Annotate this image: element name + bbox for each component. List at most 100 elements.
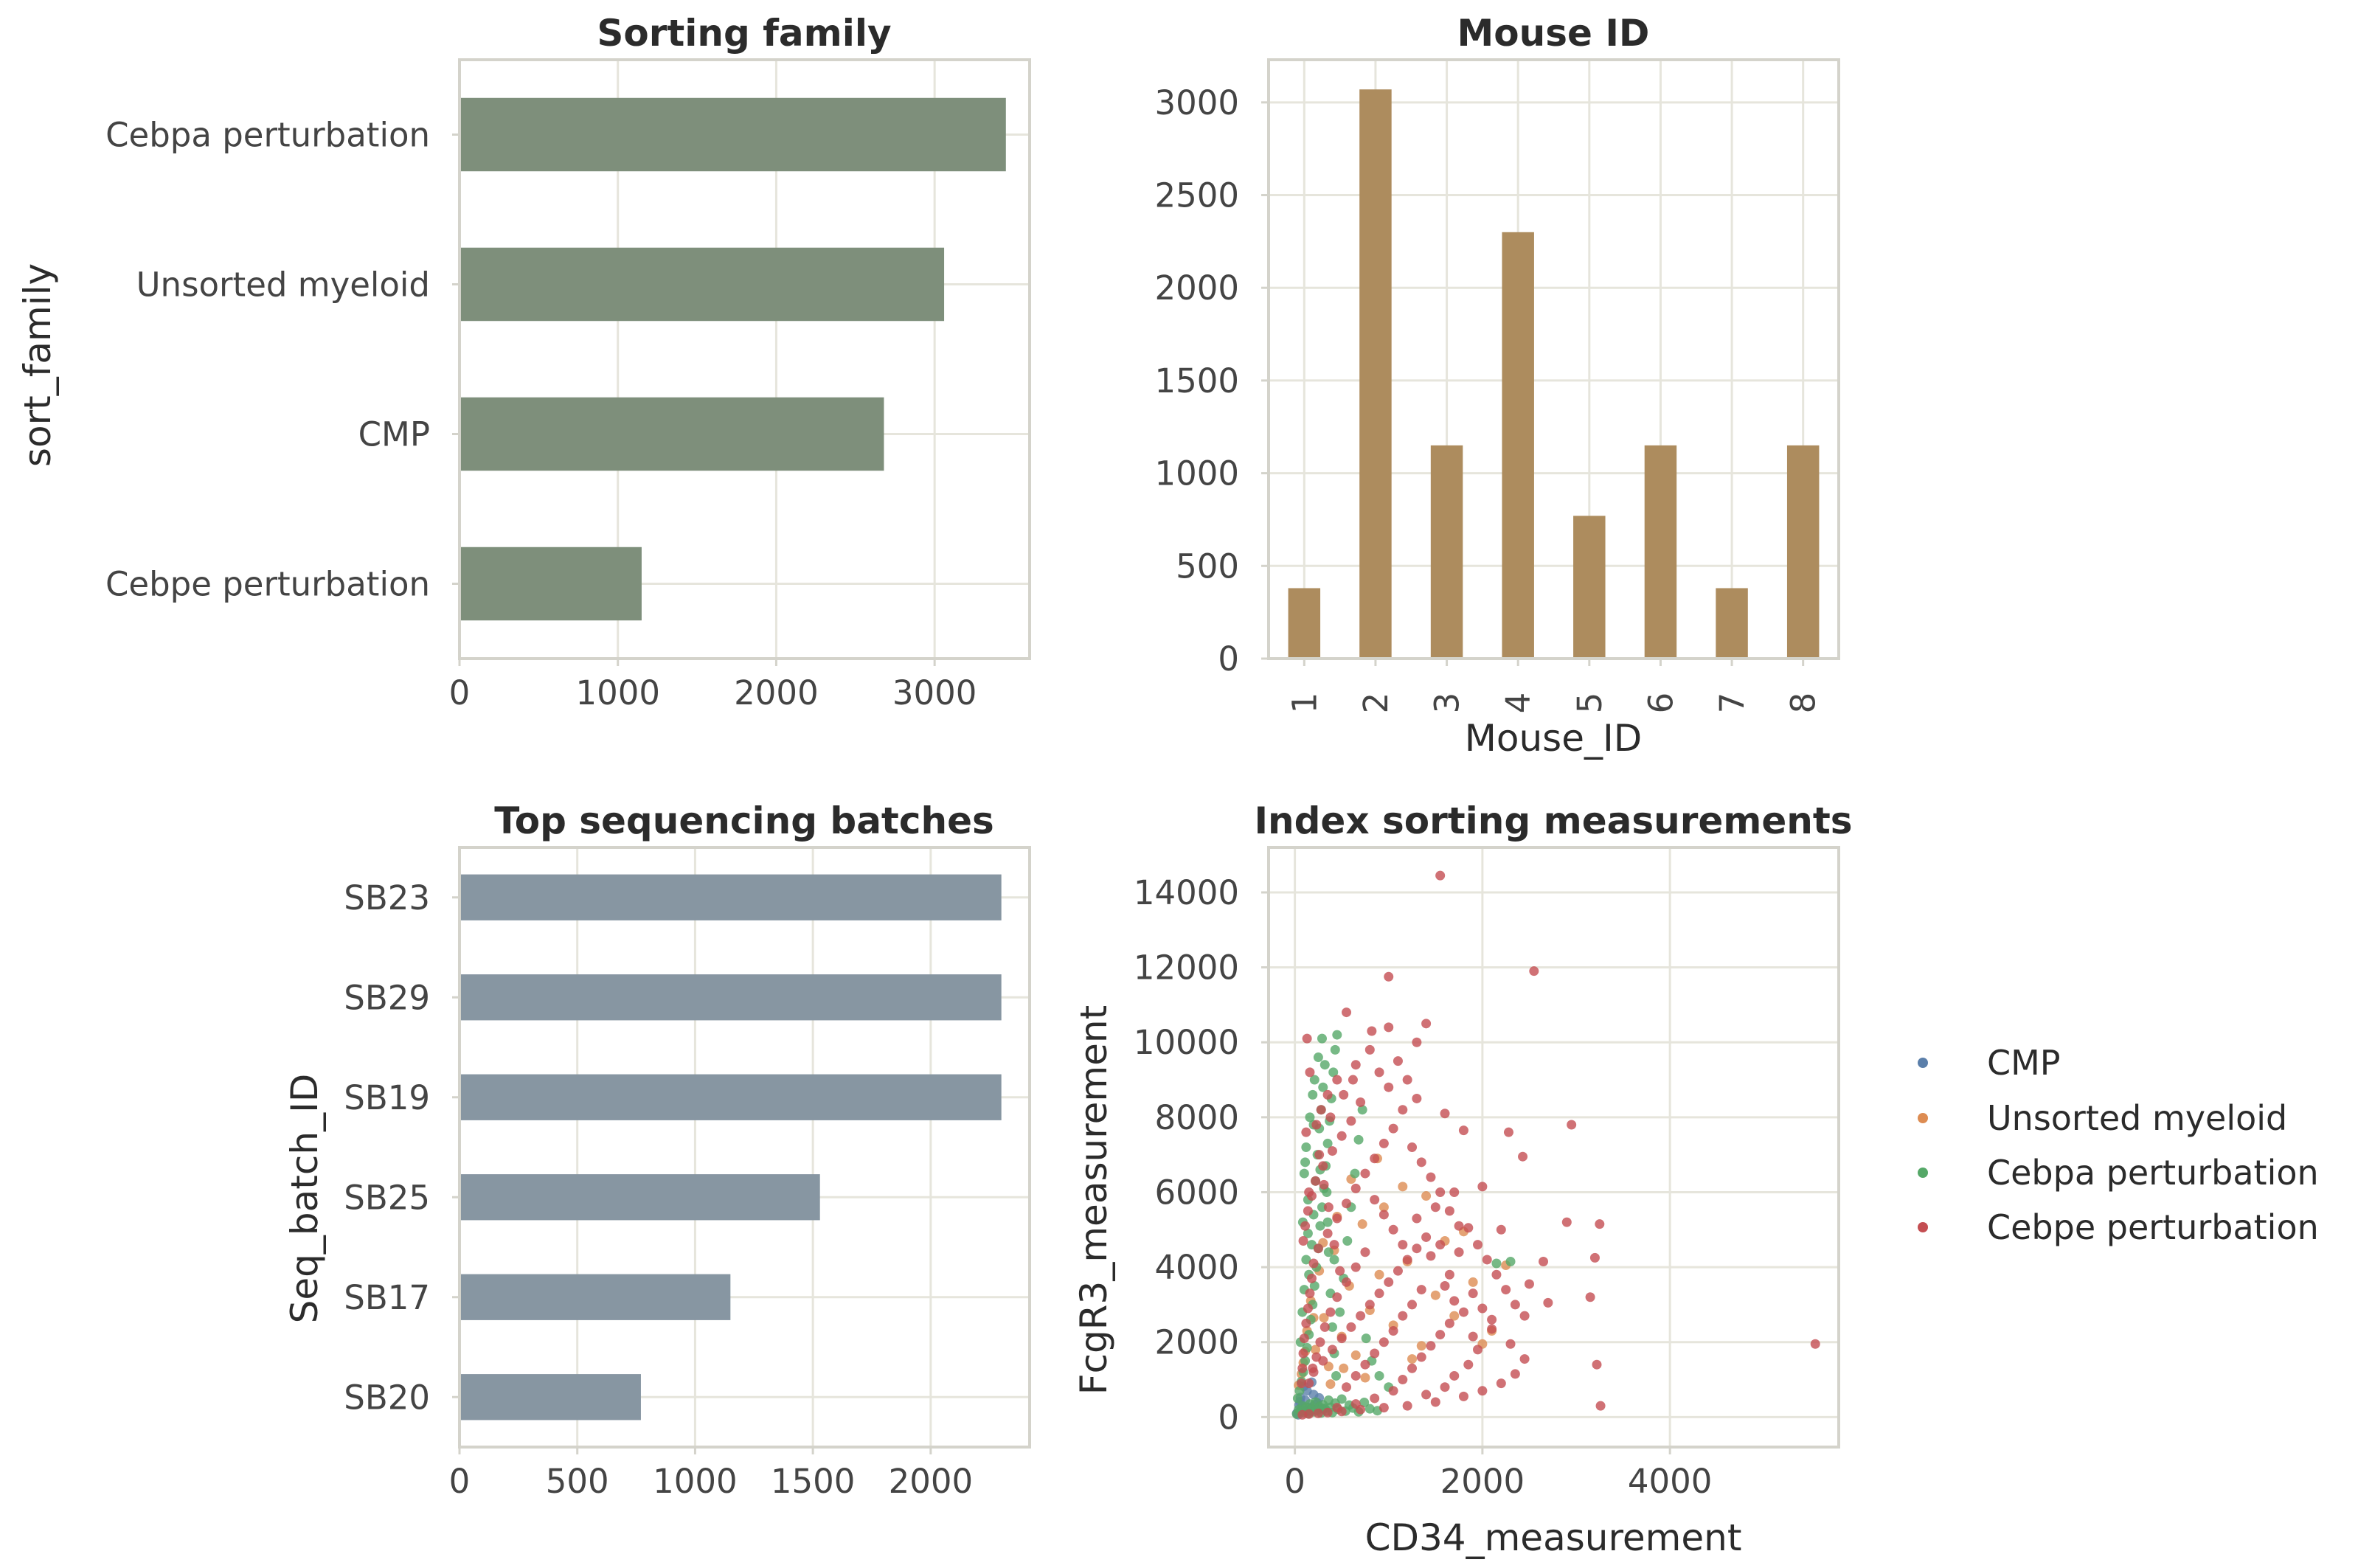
panel-scatter-point-3 [1463,1223,1474,1233]
panel-mouse-ytick-label: 1000 [1154,454,1239,493]
panel-batch-category-label: SB20 [344,1378,430,1417]
panel-sort-xtick-label: 0 [449,673,471,712]
panel-mouse-ytick-label: 500 [1176,547,1239,586]
legend-marker-2 [1918,1168,1928,1178]
panel-scatter-point-2 [1353,1134,1364,1145]
panel-scatter-point-3 [1370,1348,1380,1359]
panel-batch-bar-1 [460,974,1002,1021]
panel-scatter-point-3 [1360,1247,1370,1257]
panel-scatter-point-3 [1298,1236,1308,1246]
panel-scatter-point-3 [1374,1288,1384,1299]
panel-scatter-point-1 [1339,1363,1349,1373]
panel-scatter-point-3 [1454,1247,1464,1257]
panel-scatter-point-3 [1323,1202,1334,1213]
panel-mouse-category-label: 4 [1499,693,1538,714]
panel-scatter-point-3 [1356,1311,1366,1321]
panel-scatter-point-3 [1416,1285,1426,1295]
panel-sort-xtick-label: 1000 [575,673,660,712]
panel-mouse-category-label: 6 [1641,693,1680,714]
panel-scatter-point-2 [1322,1217,1333,1227]
panel-scatter-point-2 [1322,1138,1333,1148]
panel-mouse-ytick-label: 2500 [1154,176,1239,215]
panel-scatter-point-3 [1487,1314,1497,1325]
panel-scatter-point-3 [1430,1202,1440,1213]
panel-scatter-point-3 [1449,1296,1460,1306]
panel-scatter-point-3 [1585,1292,1595,1302]
panel-mouse-bar-1 [1359,89,1392,659]
panel-scatter-point-3 [1388,1224,1398,1235]
panel-scatter-point-1 [1379,1202,1389,1213]
mouse-id-xlabel: Mouse_ID [1465,717,1642,760]
panel-sort-xtick-label: 3000 [892,673,977,712]
panel-scatter-point-3 [1379,1337,1389,1347]
panel-scatter-point-3 [1322,1228,1333,1238]
panel-scatter-point-3 [1336,1131,1347,1141]
panel-scatter-point-3 [1440,1382,1450,1392]
panel-mouse-bar-2 [1430,445,1463,659]
panel-scatter-point-2 [1309,1281,1319,1291]
panel-scatter-point-3 [1305,1288,1315,1299]
panel-scatter-point-3 [1402,1401,1412,1411]
panel-scatter-point-3 [1313,1408,1323,1418]
panel-batch-category-label: SB17 [344,1278,430,1317]
panel-scatter-point-3 [1370,1195,1380,1205]
panel-scatter-point-2 [1317,1202,1327,1213]
panel-scatter-point-3 [1379,1138,1389,1148]
panel-scatter-point-2 [1300,1356,1311,1366]
panel-scatter-point-3 [1308,1363,1318,1373]
panel-sort-category-label: Unsorted myeloid [136,266,430,305]
panel-scatter-point-3 [1398,1375,1408,1385]
panel-scatter-point-3 [1519,1311,1530,1321]
panel-scatter-point-1 [1311,1345,1321,1355]
panel-scatter-point-2 [1313,1052,1323,1063]
panel-scatter-point-3 [1299,1333,1309,1344]
panel-sort-bar-2 [460,397,884,471]
panel-scatter-point-3 [1463,1359,1474,1370]
panel-scatter-point-2 [1327,1322,1337,1332]
panel-scatter-point-3 [1458,1307,1468,1317]
panel-scatter-point-3 [1491,1269,1502,1280]
panel-scatter-point-3 [1332,1075,1342,1085]
panel-scatter-point-3 [1305,1067,1315,1078]
panel-scatter-point-2 [1323,1247,1334,1257]
panel-scatter-point-3 [1314,1150,1325,1160]
panel-scatter-point-3 [1297,1363,1308,1373]
panel-scatter-point-3 [1444,1269,1454,1280]
panel-scatter-point-0 [1302,1386,1312,1396]
panel-scatter-point-2 [1301,1255,1311,1265]
panel-scatter-point-3 [1374,1067,1384,1078]
index-sorting-title: Index sorting measurements [1254,799,1852,842]
panel-mouse-ytick-label: 1500 [1154,361,1239,400]
panel-scatter-point-2 [1305,1112,1315,1123]
panel-scatter-point-3 [1468,1331,1478,1342]
panel-scatter-point-3 [1407,1142,1418,1152]
legend-label-2: Cebpa perturbation [1987,1153,2319,1193]
panel-scatter-point-3 [1393,1266,1403,1276]
panel-scatter-point-3 [1505,1339,1516,1349]
panel-mouse-category-label: 7 [1713,693,1752,714]
panel-mouse-bar-0 [1288,588,1321,659]
mouse-id-title: Mouse ID [1457,12,1650,55]
panel-scatter-point-3 [1313,1243,1323,1254]
panel-scatter-point-3 [1356,1097,1366,1108]
sorting-family-ylabel: sort_family [16,263,59,467]
panel-mouse-category-label: 2 [1356,693,1395,714]
panel-scatter-point-3 [1300,1221,1311,1231]
panel-sort-category-label: CMP [358,415,430,454]
panel-scatter-point-2 [1335,1307,1345,1317]
panel-scatter-point-3 [1412,1093,1422,1103]
panel-scatter-point-3 [1329,1240,1339,1250]
panel-scatter-point-3 [1473,1240,1483,1250]
legend-label-0: CMP [1987,1043,2061,1083]
panel-scatter-point-3 [1416,1157,1426,1168]
panel-scatter-point-3 [1302,1033,1312,1044]
panel-scatter-point-3 [1388,1386,1398,1396]
panel-scatter-point-3 [1426,1172,1436,1182]
panel-sort-bar-1 [460,247,945,322]
panel-scatter-point-3 [1398,1311,1408,1321]
panel-scatter-point-3 [1421,1019,1432,1029]
panel-scatter-point-3 [1388,1123,1398,1134]
panel-scatter-point-3 [1407,1300,1418,1310]
panel-scatter-point-3 [1308,1258,1319,1269]
panel-scatter-point-3 [1318,1161,1328,1171]
